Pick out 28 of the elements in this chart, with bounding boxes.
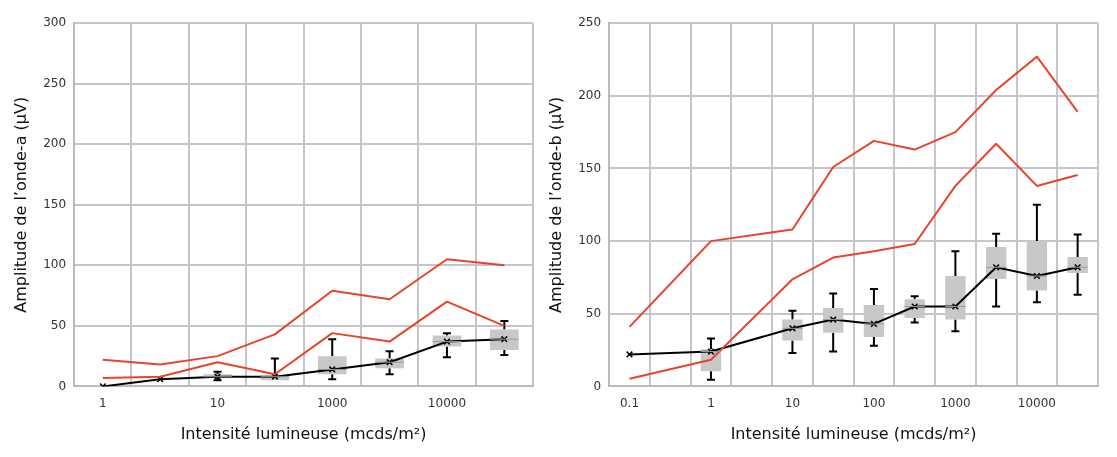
y-tick-label: 200	[43, 136, 67, 151]
y-tick-label: 0	[593, 378, 602, 393]
y-tick-label: 200	[578, 87, 602, 102]
x-tick-label: 10000	[1017, 395, 1056, 410]
x-tick-label: 100	[862, 395, 886, 410]
y-tick-label: 150	[43, 196, 67, 211]
x-tick-label: 10000	[427, 395, 467, 410]
x-tick-label: 1	[98, 395, 107, 410]
y-tick-label: 50	[50, 317, 67, 332]
y-tick-label: 0	[58, 378, 67, 393]
point	[625, 350, 634, 359]
y-tick-label: 250	[578, 15, 602, 30]
x-axis-title: Intensité lumineuse (mcds/m²)	[730, 423, 977, 443]
y-tick-label: 250	[43, 75, 67, 90]
x-tick-label: 10	[784, 395, 801, 410]
y-axis-title: Amplitude de l’onde-a (µV)	[10, 96, 30, 313]
x-tick-label: 0.1	[619, 395, 640, 410]
x-tick-label: 10	[209, 395, 226, 410]
x-tick-label: 1000	[940, 395, 971, 410]
y-tick-label: 300	[43, 15, 67, 30]
x-tick-label: 1	[707, 395, 715, 410]
y-tick-label: 100	[43, 257, 67, 272]
y-tick-label: 50	[585, 305, 602, 320]
y-axis-title: Amplitude de l’onde-b (µV)	[545, 96, 565, 313]
y-tick-label: 100	[578, 233, 602, 248]
x-axis-title: Intensité lumineuse (mcds/m²)	[180, 423, 427, 443]
y-tick-label: 150	[578, 160, 602, 175]
x-tick-label: 1000	[316, 395, 348, 410]
